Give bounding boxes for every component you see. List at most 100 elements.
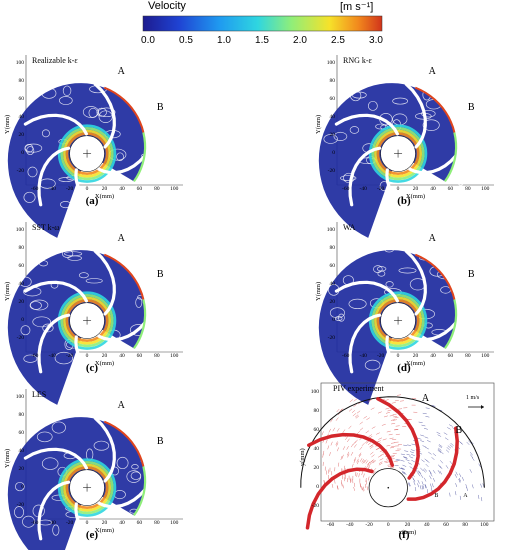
y-tick-label: 40 (18, 447, 25, 454)
velocity-vector (405, 459, 410, 462)
marker-b: B (467, 268, 475, 280)
velocity-vector (366, 417, 370, 420)
streamline-loop (22, 515, 35, 528)
x-tick-label: -20 (65, 353, 74, 359)
velocity-vector (440, 460, 444, 464)
blade-outline (406, 426, 459, 501)
velocity-vector (363, 459, 367, 463)
velocity-vector (424, 468, 428, 472)
x-tick-label: 0 (386, 522, 390, 528)
velocity-vector (350, 443, 354, 448)
panel-title: RNG k-ε (343, 56, 372, 65)
streamline-loop (98, 110, 113, 123)
x-tick-label: 40 (119, 520, 125, 526)
streamline-loop (82, 106, 100, 118)
velocity-vector (439, 465, 443, 470)
velocity-vector (353, 441, 356, 445)
y-tick-label: 100 (326, 226, 335, 233)
x-tick-label: 100 (480, 522, 489, 528)
velocity-vector (429, 475, 432, 480)
outlet-edge (443, 299, 458, 350)
marker-a: A (117, 232, 125, 244)
x-tick-label: 20 (101, 520, 108, 526)
velocity-vector (420, 440, 425, 443)
velocity-vector (334, 479, 336, 484)
velocity-vector (354, 439, 358, 444)
velocity-vector (438, 444, 443, 447)
y-axis-label: Y(mm) (315, 281, 322, 301)
streamline-loop (350, 90, 362, 102)
velocity-vector (407, 444, 412, 446)
velocity-vector (404, 450, 409, 452)
high-velocity-edge (103, 253, 145, 300)
streamline-loop (398, 267, 417, 274)
velocity-vector (466, 441, 470, 446)
streamline-loop (422, 119, 440, 131)
streamline-loop (456, 173, 466, 186)
high-velocity-edge (414, 86, 456, 133)
impeller-blade (334, 113, 399, 136)
velocity-vector (376, 447, 381, 450)
velocity-vector (403, 471, 407, 475)
velocity-ring (60, 127, 114, 181)
velocity-vector (422, 445, 427, 448)
velocity-vector (381, 423, 386, 426)
velocity-vector (332, 427, 336, 432)
velocity-vector (417, 483, 419, 488)
streamline-loop (41, 87, 57, 99)
velocity-vector (387, 409, 392, 412)
velocity-vector (471, 457, 475, 461)
velocity-vector (391, 423, 396, 425)
x-axis-label: X(mm) (405, 360, 426, 367)
y-tick-label: 40 (18, 280, 25, 287)
panel-label: (f) (398, 529, 410, 541)
velocity-vector (421, 424, 426, 427)
streamline-loop (348, 298, 367, 309)
y-tick-label: 60 (313, 426, 320, 433)
velocity-vector (384, 399, 389, 401)
velocity-vector (449, 492, 451, 497)
velocity-vector (428, 451, 432, 455)
velocity-vector (445, 465, 449, 469)
velocity-ring (57, 291, 117, 350)
velocity-vector (389, 447, 395, 449)
x-tick-label: -60 (31, 186, 39, 192)
velocity-vector (418, 470, 422, 474)
streamline-loop (392, 97, 409, 105)
velocity-vector (424, 484, 427, 489)
velocity-vector (421, 481, 424, 486)
velocity-vector (432, 477, 436, 482)
velocity-vector (424, 458, 428, 462)
velocity-vector (421, 459, 425, 463)
velocity-vector (406, 453, 411, 456)
y-tick-label: 20 (329, 298, 336, 305)
velocity-vector (461, 476, 464, 481)
velocity-vector (336, 485, 339, 490)
x-tick-label: 100 (170, 353, 179, 359)
marker-a: A (117, 65, 125, 77)
streamline-loop (137, 294, 145, 300)
streamline-loop (149, 317, 166, 325)
streamline-loop (143, 167, 152, 173)
streamline-loop (364, 359, 381, 371)
x-tick-label: -60 (31, 520, 39, 526)
velocity-vector (411, 459, 415, 463)
velocity-vector (394, 417, 399, 419)
velocity-vector (323, 480, 325, 485)
impeller-blade (385, 168, 433, 217)
velocity-vector (411, 443, 416, 446)
streamline-loop (135, 297, 143, 308)
x-tick-label: 80 (154, 353, 160, 359)
velocity-vector (422, 485, 425, 490)
y-tick-label: 0 (332, 149, 335, 156)
x-tick-label: 40 (119, 186, 125, 192)
velocity-vector (439, 470, 443, 475)
x-tick-label: -60 (31, 353, 39, 359)
velocity-vector (362, 460, 365, 464)
scale-arrow-head (481, 405, 484, 409)
velocity-vector (449, 444, 453, 448)
streamline-loop (116, 456, 129, 470)
impeller-blade (97, 305, 156, 342)
velocity-vector (356, 460, 360, 465)
velocity-vector (371, 460, 375, 464)
